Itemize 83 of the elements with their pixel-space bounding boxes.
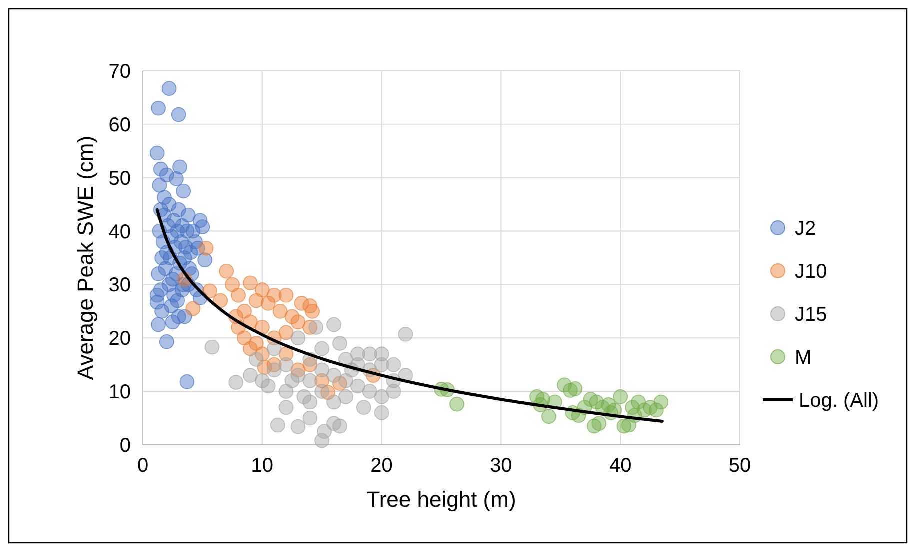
point xyxy=(278,357,294,372)
point xyxy=(332,336,348,351)
point xyxy=(542,409,556,424)
point xyxy=(278,384,294,399)
point xyxy=(284,373,300,388)
y-tick-label: 40 xyxy=(108,221,131,244)
y-tick-label: 70 xyxy=(108,61,131,83)
legend-label: J10 xyxy=(795,261,828,283)
point xyxy=(260,378,276,394)
point xyxy=(255,320,270,335)
point xyxy=(243,276,258,291)
point xyxy=(302,410,318,426)
point xyxy=(260,296,276,311)
point xyxy=(266,341,282,356)
point xyxy=(356,400,372,415)
point xyxy=(338,390,354,404)
point xyxy=(374,390,390,404)
legend-label: M xyxy=(795,347,812,369)
point xyxy=(186,301,201,316)
point xyxy=(592,416,607,432)
legend-label: J2 xyxy=(795,218,816,240)
point xyxy=(219,264,234,279)
point xyxy=(314,384,330,399)
point xyxy=(362,384,378,399)
point xyxy=(326,394,342,410)
point xyxy=(568,382,583,396)
legend-label: Log. (All) xyxy=(799,390,880,412)
point xyxy=(204,340,220,355)
point xyxy=(326,317,342,332)
point xyxy=(374,357,390,372)
y-tick-label: 50 xyxy=(108,168,131,190)
y-tick-label: 0 xyxy=(120,435,131,457)
point xyxy=(249,352,264,367)
y-tick-label: 30 xyxy=(108,274,131,297)
point xyxy=(278,325,294,340)
point xyxy=(308,320,324,335)
point xyxy=(213,293,228,308)
point xyxy=(231,288,246,303)
point xyxy=(350,378,366,394)
point xyxy=(362,346,378,362)
point xyxy=(305,304,320,319)
point xyxy=(266,362,282,378)
x-tick-label: 50 xyxy=(728,455,752,477)
point xyxy=(290,314,306,330)
point xyxy=(290,330,306,346)
point xyxy=(249,293,264,308)
point xyxy=(317,424,332,440)
point xyxy=(332,418,348,434)
point xyxy=(386,357,402,372)
point xyxy=(243,368,258,383)
point xyxy=(290,419,306,434)
y-tick-label: 60 xyxy=(108,114,131,136)
point xyxy=(613,390,628,404)
point xyxy=(374,406,390,420)
point xyxy=(228,375,244,390)
x-tick-label: 0 xyxy=(137,455,149,477)
point xyxy=(278,288,294,303)
point xyxy=(225,277,240,292)
x-tick-label: 20 xyxy=(370,455,393,477)
y-tick-label: 20 xyxy=(108,328,131,350)
point xyxy=(272,304,288,319)
point xyxy=(326,368,342,383)
point xyxy=(198,240,214,256)
legend-label: J15 xyxy=(795,304,828,326)
y-axis-title: Average Peak SWE (cm) xyxy=(73,136,98,380)
point xyxy=(296,390,312,404)
point xyxy=(249,336,264,351)
point xyxy=(654,394,669,410)
point xyxy=(302,373,318,388)
point xyxy=(237,330,252,346)
x-tick-label: 40 xyxy=(609,455,632,477)
point xyxy=(202,284,218,299)
point xyxy=(450,396,464,412)
x-tick-label: 30 xyxy=(490,455,512,477)
point xyxy=(314,362,330,378)
x-tick-label: 10 xyxy=(251,455,274,477)
point xyxy=(536,392,550,407)
point xyxy=(278,400,294,415)
point xyxy=(398,327,414,342)
x-axis-title: Tree height (m) xyxy=(366,487,516,512)
y-tick-label: 10 xyxy=(108,382,131,404)
point xyxy=(270,418,286,433)
point xyxy=(314,341,330,356)
